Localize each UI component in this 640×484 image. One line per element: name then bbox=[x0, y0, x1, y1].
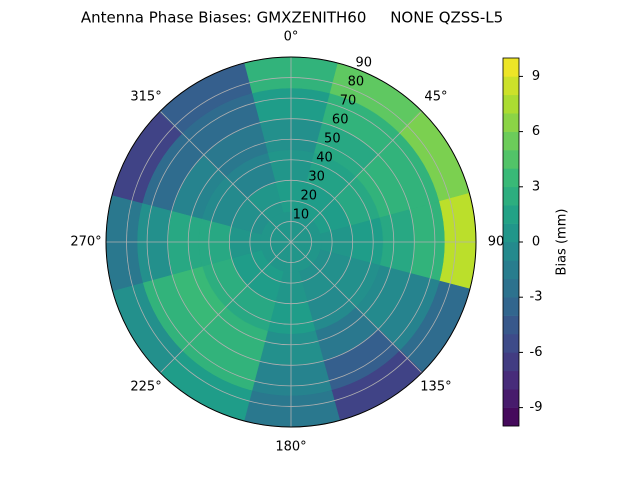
theta-tick-label: 90 bbox=[488, 235, 505, 250]
colorbar-tick-label: -6 bbox=[530, 345, 543, 360]
r-tick-label: 40 bbox=[316, 151, 333, 166]
r-tick-label: 30 bbox=[308, 170, 325, 185]
grid-spoke bbox=[290, 110, 423, 243]
colorbar-segment bbox=[503, 168, 519, 188]
colorbar-segment bbox=[503, 205, 519, 224]
colorbar-segment bbox=[503, 407, 519, 427]
polar-grid bbox=[105, 56, 477, 428]
grid-spoke bbox=[159, 110, 292, 243]
colorbar-segment bbox=[503, 150, 519, 169]
r-tick-label: 60 bbox=[332, 113, 349, 128]
r-tick-label: 80 bbox=[348, 75, 365, 90]
colorbar-tick-label: -9 bbox=[530, 400, 543, 415]
colorbar-segment bbox=[503, 334, 519, 353]
colorbar-segment bbox=[503, 94, 519, 114]
colorbar-segment bbox=[503, 315, 519, 335]
grid-spoke bbox=[159, 241, 292, 374]
colorbar-segment bbox=[503, 113, 519, 132]
colorbar-tick-label: 9 bbox=[532, 69, 540, 84]
colorbar-tick-label: -3 bbox=[530, 290, 543, 305]
r-tick-label: 10 bbox=[293, 208, 310, 223]
colorbar-segment bbox=[503, 242, 519, 261]
theta-tick-label: 135° bbox=[420, 379, 451, 394]
colorbar-segment bbox=[503, 260, 519, 280]
colorbar-segment bbox=[503, 58, 519, 77]
colorbar-segment bbox=[503, 278, 519, 298]
r-tick-label: 20 bbox=[300, 189, 317, 204]
r-tick-label: 50 bbox=[324, 132, 341, 147]
theta-tick-label: 270° bbox=[70, 235, 101, 250]
colorbar-label: Bias (mm) bbox=[555, 209, 570, 276]
colorbar-segment bbox=[503, 76, 519, 96]
theta-tick-label: 180° bbox=[275, 440, 306, 455]
colorbar-segment bbox=[503, 352, 519, 372]
colorbar-tick-label: 6 bbox=[532, 124, 540, 139]
colorbar-tick-label: 0 bbox=[532, 235, 540, 250]
colorbar-segment bbox=[503, 297, 519, 316]
r-tick-label: 70 bbox=[340, 94, 357, 109]
colorbar-segment bbox=[503, 370, 519, 390]
colorbar-segment bbox=[503, 223, 519, 243]
theta-tick-label: 45° bbox=[424, 90, 447, 105]
theta-tick-label: 315° bbox=[130, 90, 161, 105]
r-tick-label: 90 bbox=[356, 56, 373, 71]
theta-tick-label: 225° bbox=[130, 379, 161, 394]
colorbar-segment bbox=[503, 389, 519, 408]
theta-tick-label: 0° bbox=[284, 30, 299, 45]
chart-title: Antenna Phase Biases: GMXZENITH60 NONE Q… bbox=[81, 9, 503, 27]
polar-frame bbox=[105, 56, 477, 428]
colorbar-tick-label: 3 bbox=[532, 179, 540, 194]
colorbar-segment bbox=[503, 186, 519, 206]
grid-spoke bbox=[290, 241, 423, 374]
colorbar-segment bbox=[503, 131, 519, 151]
